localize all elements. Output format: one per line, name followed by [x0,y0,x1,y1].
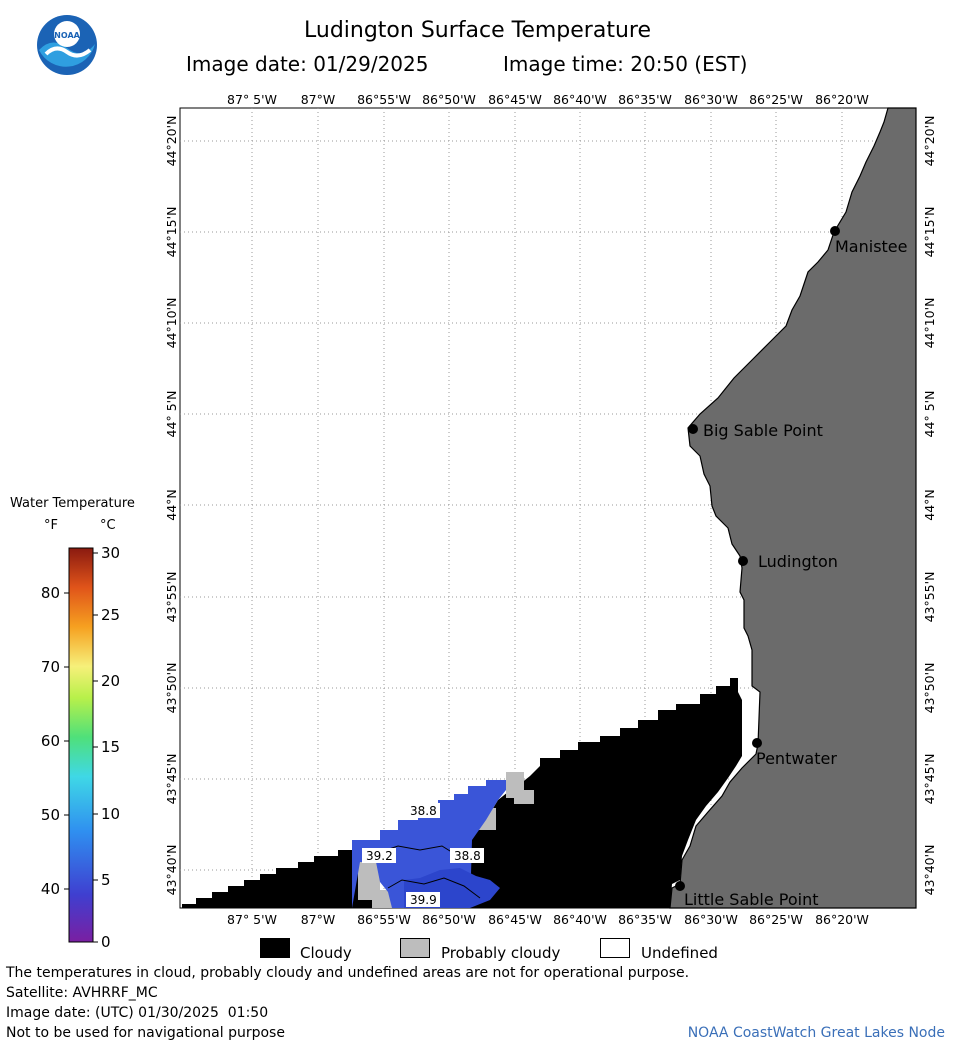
unit-celsius: °C [100,518,116,533]
svg-text:87°W: 87°W [301,912,336,927]
svg-text:44° 5'N: 44° 5'N [164,391,179,438]
svg-text:0: 0 [101,933,111,951]
footer-credit: NOAA CoastWatch Great Lakes Node [687,1025,945,1041]
svg-text:86°25'W: 86°25'W [749,92,803,107]
svg-text:10: 10 [101,805,120,823]
svg-text:44°N: 44°N [164,489,179,521]
svg-text:86°35'W: 86°35'W [618,912,672,927]
isotherm-label: 39.9 [410,893,437,907]
svg-text:60: 60 [41,732,60,750]
svg-text:86°50'W: 86°50'W [422,92,476,107]
svg-text:86°20'W: 86°20'W [815,92,869,107]
image-time: Image time: 20:50 (EST) [503,52,748,76]
svg-text:44°15'N: 44°15'N [164,207,179,258]
svg-text:43°55'N: 43°55'N [164,572,179,623]
scale-ticks [64,552,98,943]
place-markers [675,226,840,891]
svg-text:44°20'N: 44°20'N [922,116,937,167]
celsius-ticks: 30 25 20 15 10 5 0 [101,544,120,951]
place-manistee: Manistee [835,237,908,256]
svg-text:43°50'N: 43°50'N [922,663,937,714]
latitude-labels-right: 44°20'N 44°15'N 44°10'N 44° 5'N 44°N 43°… [922,116,937,896]
place-little-sable-point: Little Sable Point [684,890,819,909]
logo-text: NOAA [54,31,80,40]
svg-text:87° 5'W: 87° 5'W [227,92,277,107]
svg-text:44°15'N: 44°15'N [922,207,937,258]
svg-text:86°40'W: 86°40'W [553,92,607,107]
key-cloudy-swatch [260,938,290,958]
svg-text:44° 5'N: 44° 5'N [922,391,937,438]
unit-fahrenheit: °F [44,518,58,533]
svg-text:86°40'W: 86°40'W [553,912,607,927]
svg-text:86°35'W: 86°35'W [618,92,672,107]
footer-utc-date: Image date: (UTC) 01/30/2025 01:50 [6,1005,269,1021]
svg-text:50: 50 [41,806,60,824]
svg-text:40: 40 [41,880,60,898]
svg-text:44°N: 44°N [922,489,937,521]
color-scale-bar [68,547,94,943]
svg-text:43°55'N: 43°55'N [922,572,937,623]
svg-text:87°W: 87°W [301,92,336,107]
key-cloudy-label: Cloudy [300,944,352,962]
svg-text:44°10'N: 44°10'N [164,298,179,349]
svg-text:5: 5 [101,871,111,889]
place-ludington: Ludington [758,552,838,571]
place-big-sable-point: Big Sable Point [703,421,823,440]
svg-text:86°30'W: 86°30'W [684,92,738,107]
noaa-logo: NOAA [37,15,97,75]
svg-text:86°45'W: 86°45'W [488,912,542,927]
svg-text:86°30'W: 86°30'W [684,912,738,927]
svg-text:25: 25 [101,606,120,624]
isotherm-labels: 38.8 39.2 38.8 39.9 [362,803,484,907]
legend-title: Water Temperature [10,496,135,511]
svg-text:15: 15 [101,738,120,756]
svg-text:43°45'N: 43°45'N [164,754,179,805]
key-undefined-swatch [600,938,630,958]
svg-text:87° 5'W: 87° 5'W [227,912,277,927]
longitude-labels-bottom: 87° 5'W 87°W 86°55'W 86°50'W 86°45'W 86°… [227,912,869,927]
longitude-labels-top: 87° 5'W 87°W 86°55'W 86°50'W 86°45'W 86°… [227,92,869,107]
isotherm-label: 39.2 [366,849,393,863]
svg-text:43°40'N: 43°40'N [164,845,179,896]
footer-satellite: Satellite: AVHRRF_MC [6,985,158,1001]
svg-text:86°50'W: 86°50'W [422,912,476,927]
svg-text:80: 80 [41,584,60,602]
isotherm-label: 38.8 [454,849,481,863]
svg-text:20: 20 [101,672,120,690]
key-probably-cloudy-swatch [400,938,430,958]
svg-text:43°50'N: 43°50'N [164,663,179,714]
footer-nav-warning: Not to be used for navigational purpose [6,1025,285,1041]
key-probably-cloudy-label: Probably cloudy [441,944,561,962]
svg-text:44°10'N: 44°10'N [922,298,937,349]
svg-text:86°55'W: 86°55'W [357,912,411,927]
svg-text:44°20'N: 44°20'N [164,116,179,167]
svg-text:30: 30 [101,544,120,562]
svg-text:86°25'W: 86°25'W [749,912,803,927]
page-title: Ludington Surface Temperature [304,18,651,43]
svg-text:86°45'W: 86°45'W [488,92,542,107]
latitude-labels-left: 44°20'N 44°15'N 44°10'N 44° 5'N 44°N 43°… [164,116,179,896]
svg-text:43°40'N: 43°40'N [922,845,937,896]
image-date: Image date: 01/29/2025 [186,52,429,76]
svg-text:86°20'W: 86°20'W [815,912,869,927]
land-michigan [669,107,917,909]
footer-note: The temperatures in cloud, probably clou… [6,965,690,981]
svg-text:86°55'W: 86°55'W [357,92,411,107]
svg-text:70: 70 [41,658,60,676]
key-undefined-label: Undefined [641,944,718,962]
place-pentwater: Pentwater [756,749,837,768]
cloudy-area [182,678,742,908]
svg-text:43°45'N: 43°45'N [922,754,937,805]
isotherm-label: 38.8 [410,804,437,818]
fahrenheit-ticks: 80 70 60 50 40 [41,584,60,898]
